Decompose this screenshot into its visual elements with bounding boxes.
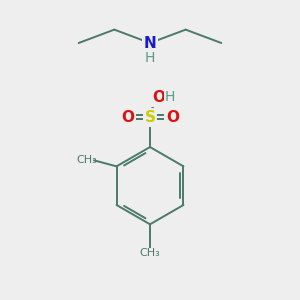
Text: CH₃: CH₃ — [140, 248, 160, 258]
Text: O: O — [152, 91, 165, 106]
Text: H: H — [145, 52, 155, 65]
Text: O: O — [121, 110, 134, 125]
Text: H: H — [165, 89, 175, 103]
Text: N: N — [144, 35, 156, 50]
Text: O: O — [166, 110, 179, 125]
Text: S: S — [145, 110, 155, 125]
Text: CH₃: CH₃ — [76, 155, 97, 165]
